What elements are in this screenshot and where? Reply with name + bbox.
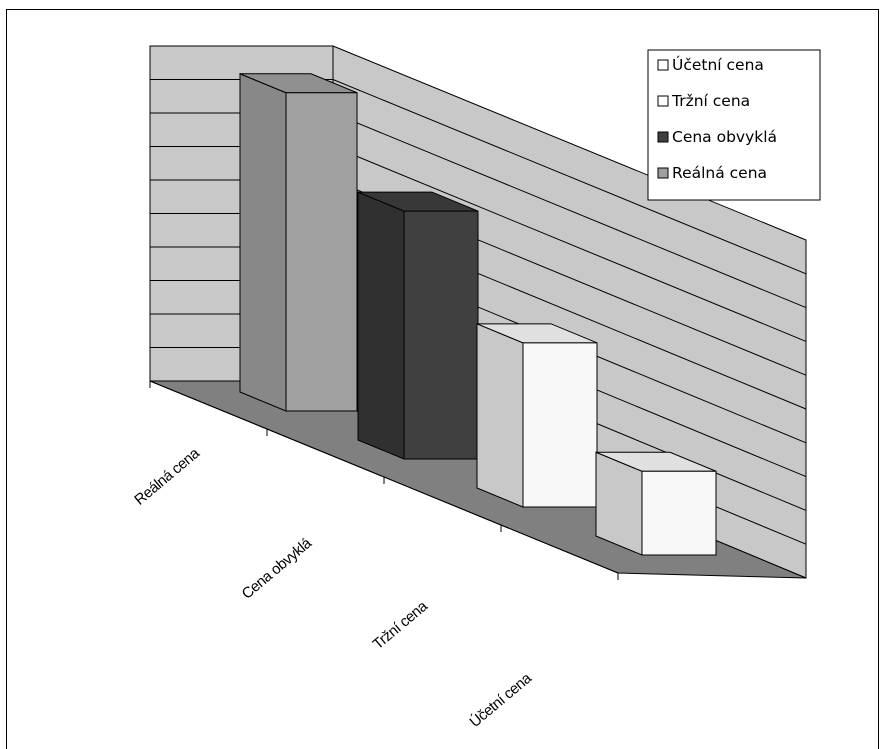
- category-label: Reálná cena: [131, 444, 203, 508]
- bar-front-face: [641, 470, 717, 556]
- legend-swatch: [657, 95, 669, 107]
- gridline-back: [332, 146, 807, 342]
- legend-swatch: [657, 131, 669, 143]
- bars: [239, 73, 717, 556]
- bar-front-face: [285, 92, 358, 412]
- bar-front-face: [522, 342, 598, 508]
- category-label: Účetní cena: [467, 669, 536, 731]
- legend-entry-label: Účetní cena: [672, 55, 764, 74]
- legend: Účetní cena Tržní cena Cena obvyklá Reálná …: [647, 49, 821, 201]
- legend-entry-label: Cena obvyklá: [672, 128, 777, 146]
- category-label: Cena obvyklá: [239, 534, 316, 602]
- legend-entry-label: Tržní cena: [671, 92, 750, 110]
- bar-side-face: [357, 191, 405, 460]
- bar-2: [357, 191, 479, 460]
- legend-entry-label: Reálná cena: [672, 164, 767, 182]
- gridline-back: [332, 112, 807, 309]
- category-label: Tržní cena: [370, 597, 432, 653]
- gridline-back: [332, 79, 807, 275]
- bar-4: [595, 451, 717, 556]
- bar-3: [476, 323, 598, 508]
- axis-ticks: [149, 381, 619, 580]
- legend-swatch: [657, 167, 669, 179]
- legend-swatch: [657, 59, 669, 71]
- bar-front-face: [403, 210, 479, 460]
- bar-1: [239, 73, 358, 412]
- bar-side-face: [476, 323, 524, 508]
- legend-box: [647, 49, 821, 201]
- bar-side-face: [239, 73, 287, 412]
